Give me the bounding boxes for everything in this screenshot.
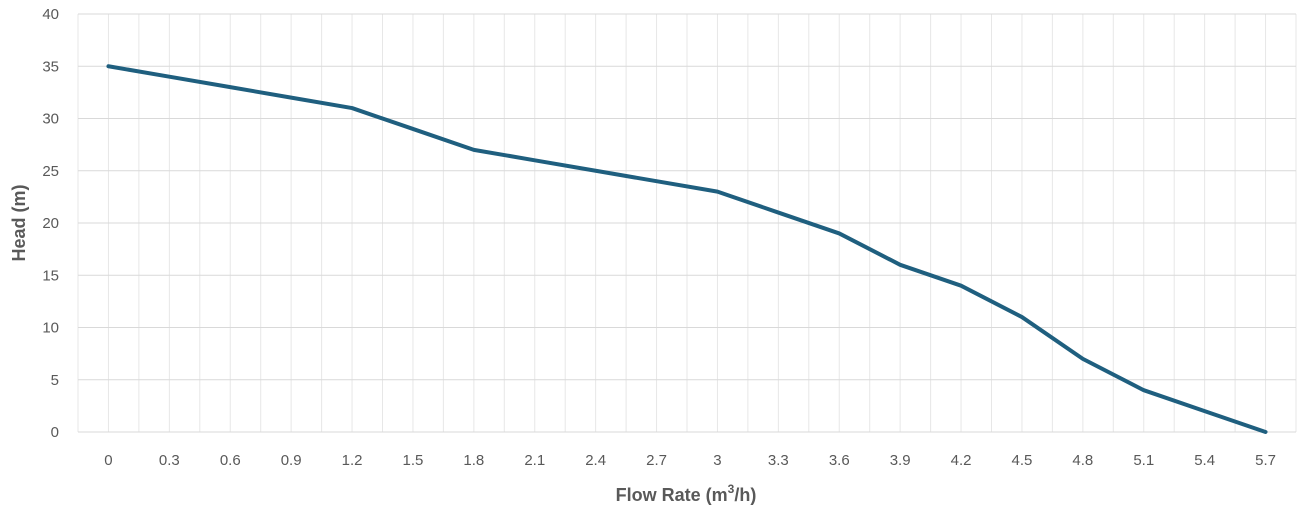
x-tick-label: 5.7 xyxy=(1255,452,1276,469)
x-tick-label: 0 xyxy=(104,452,112,469)
y-tick-label: 10 xyxy=(42,320,59,337)
x-tick-label: 3 xyxy=(713,452,721,469)
x-tick-label: 0.3 xyxy=(159,452,180,469)
x-axis-title-superscript: 3 xyxy=(728,482,735,496)
x-tick-label: 4.2 xyxy=(951,452,972,469)
series-line xyxy=(106,64,1268,434)
x-tick-label: 2.4 xyxy=(585,452,606,469)
x-tick-label: 0.6 xyxy=(220,452,241,469)
y-axis-tick-labels: 0 5 10 15 20 25 30 35 40 xyxy=(42,6,59,441)
x-tick-label: 3.6 xyxy=(829,452,850,469)
x-axis-title: Flow Rate (m3/h) xyxy=(616,482,757,505)
y-tick-label: 5 xyxy=(51,372,59,389)
x-tick-label: 3.9 xyxy=(890,452,911,469)
x-axis-title-base: Flow Rate (m xyxy=(616,485,728,505)
x-tick-label: 1.8 xyxy=(463,452,484,469)
y-tick-label: 25 xyxy=(42,163,59,180)
x-tick-label: 3.3 xyxy=(768,452,789,469)
x-axis-title-tail: /h) xyxy=(734,485,756,505)
x-tick-label: 4.5 xyxy=(1012,452,1033,469)
series-layer xyxy=(106,64,1268,434)
y-tick-label: 30 xyxy=(42,111,59,128)
x-tick-label: 5.4 xyxy=(1194,452,1215,469)
y-axis-title: Head (m) xyxy=(9,184,29,261)
x-tick-label: 2.1 xyxy=(524,452,545,469)
y-tick-label: 40 xyxy=(42,6,59,23)
y-tick-label: 15 xyxy=(42,267,59,284)
x-tick-label: 0.9 xyxy=(281,452,302,469)
x-tick-label: 1.5 xyxy=(403,452,424,469)
y-tick-label: 0 xyxy=(51,424,59,441)
x-axis-tick-labels: 0 0.3 0.6 0.9 1.2 1.5 1.8 2.1 2.4 2.7 3 3.3 3.6 3.9 4.… xyxy=(104,452,1276,469)
x-tick-label: 5.1 xyxy=(1133,452,1154,469)
y-tick-label: 35 xyxy=(42,58,59,75)
x-tick-label: 1.2 xyxy=(342,452,363,469)
x-tick-label: 2.7 xyxy=(646,452,667,469)
y-tick-label: 20 xyxy=(42,215,59,232)
x-tick-label: 4.8 xyxy=(1072,452,1093,469)
gridlines xyxy=(77,13,1297,433)
